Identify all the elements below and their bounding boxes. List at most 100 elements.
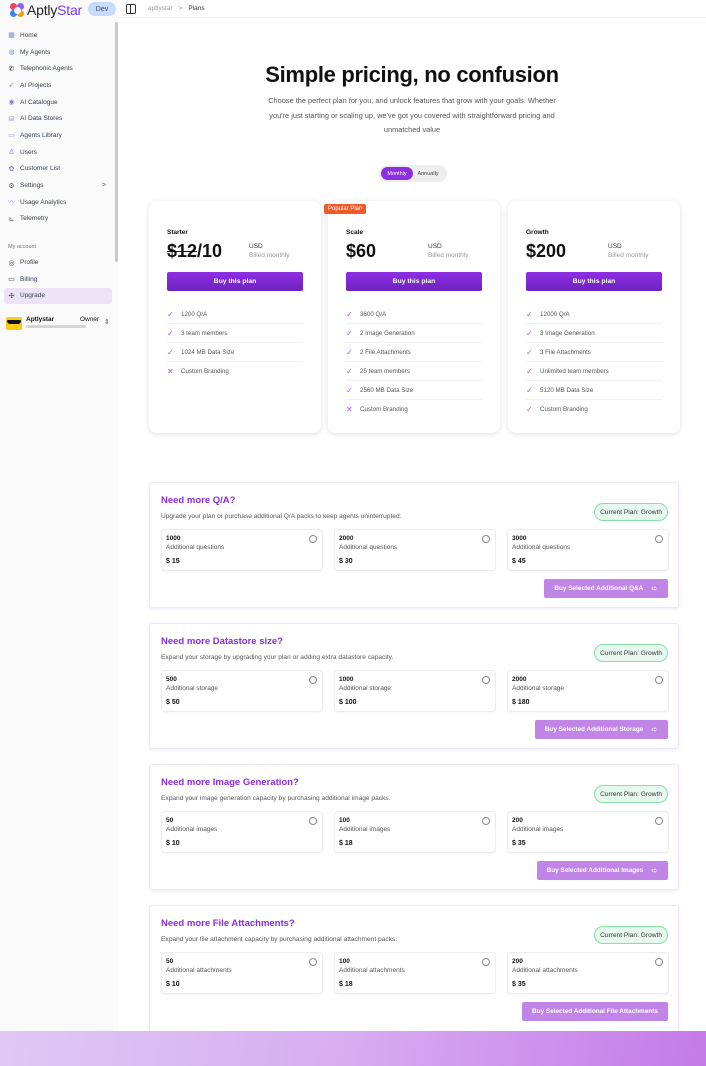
sidebar-item-telephonic-agents[interactable]: ✆ Telephonic Agents bbox=[8, 65, 73, 73]
sidebar-item-profile[interactable]: ◎ Profile bbox=[8, 259, 39, 267]
addon-options: 1000 Additional questions $ 15 2000 Additio… bbox=[161, 529, 669, 571]
buy-plan-button[interactable]: Buy this plan bbox=[167, 272, 303, 291]
sidebar-item-home[interactable]: ▦ Home bbox=[8, 31, 38, 40]
phone-icon: ✆ bbox=[8, 65, 15, 73]
check-icon: ✓ bbox=[526, 405, 533, 414]
sidebar-item-agents-library[interactable]: ▭ Agents Library bbox=[8, 131, 62, 140]
sidebar-item-customer-list[interactable]: ✿ Customer List bbox=[8, 165, 61, 173]
plan-price: $60 bbox=[346, 241, 377, 261]
breadcrumb: aptlystar > Plans bbox=[148, 5, 205, 12]
user-name: Aptlystar bbox=[26, 316, 55, 323]
chevrons-up-down-icon[interactable]: ⇕ bbox=[104, 319, 110, 326]
addon-option[interactable]: 2000 Additional storage $ 180 bbox=[507, 670, 669, 712]
radio-button[interactable] bbox=[655, 676, 663, 684]
addon-option[interactable]: 2000 Additional questions $ 30 bbox=[334, 529, 496, 571]
radio-button[interactable] bbox=[482, 535, 490, 543]
sidebar-item-ai-projects[interactable]: ➶ AI Projects bbox=[8, 81, 52, 90]
check-icon: ✓ bbox=[167, 347, 174, 357]
addon-title: Need more Q/A? bbox=[161, 495, 236, 506]
check-icon: ✓ bbox=[167, 309, 174, 319]
buy-addon-button[interactable]: Buy Selected Additional File Attachments bbox=[522, 1002, 668, 1021]
topbar: aptlystar > Plans bbox=[118, 0, 706, 18]
addon-file-attachments: Need more File Attachments? Expand your … bbox=[149, 905, 679, 1045]
addon-option[interactable]: 1000 Additional storage $ 100 bbox=[334, 670, 496, 712]
addon-description: Upgrade your plan or purchase additional… bbox=[161, 513, 402, 520]
x-icon: ✕ bbox=[167, 367, 174, 376]
brand[interactable]: AptlyStar bbox=[10, 1, 82, 19]
sidebar-item-settings[interactable]: ⚙ Settings > bbox=[8, 182, 106, 190]
buy-plan-button[interactable]: Buy this plan bbox=[526, 272, 662, 291]
check-icon: ✓ bbox=[346, 347, 353, 357]
feature-item: ✓ 25 team members bbox=[346, 362, 482, 381]
plan-name: Growth bbox=[526, 229, 549, 236]
breadcrumb-current: Plans bbox=[188, 5, 205, 12]
sidebar-item-my-agents[interactable]: ◍ My Agents bbox=[8, 48, 51, 57]
toggle-annually[interactable]: Annually bbox=[417, 170, 439, 177]
buy-addon-button[interactable]: Buy Selected Additional Q&A ➪ bbox=[544, 579, 668, 598]
brand-name: AptlyStar bbox=[27, 2, 83, 18]
check-icon: ✓ bbox=[346, 366, 353, 376]
plan-currency: USD bbox=[249, 243, 263, 250]
sidebar-scrollbar[interactable] bbox=[115, 22, 118, 262]
check-icon: ✓ bbox=[526, 366, 533, 376]
addon-title: Need more Image Generation? bbox=[161, 777, 299, 788]
buy-plan-button[interactable]: Buy this plan bbox=[346, 272, 482, 291]
x-icon: ✕ bbox=[346, 405, 353, 414]
radio-button[interactable] bbox=[655, 817, 663, 825]
home-icon: ▦ bbox=[8, 32, 15, 40]
sidebar-toggle-icon[interactable] bbox=[126, 3, 136, 14]
addon-option[interactable]: 200 Additional images $ 35 bbox=[507, 811, 669, 853]
feature-item: ✓ 2560 MB Data Size bbox=[346, 381, 482, 400]
page-title: Simple pricing, no confusion bbox=[265, 62, 559, 87]
feature-item: ✓ 2 File Attachments bbox=[346, 343, 482, 362]
rocket-icon: ➶ bbox=[8, 82, 15, 90]
radio-button[interactable] bbox=[655, 958, 663, 966]
breadcrumb-root[interactable]: aptlystar bbox=[148, 5, 173, 12]
radio-button[interactable] bbox=[309, 535, 317, 543]
sidebar-item-ai-data-stores[interactable]: ⛁ AI Data Stores bbox=[8, 115, 63, 123]
sidebar-item-ai-catalogue[interactable]: ◉ AI Catalogue bbox=[8, 98, 58, 107]
addon-options: 500 Additional storage $ 50 1000 Additional… bbox=[161, 670, 669, 712]
plan-features: ✓ 1200 Q/A ✓ 3 team members ✓ 1024 MB Data … bbox=[167, 305, 303, 381]
radio-button[interactable] bbox=[482, 676, 490, 684]
addon-option[interactable]: 200 Additional attachments $ 35 bbox=[507, 952, 669, 994]
arrow-right-icon: ➪ bbox=[651, 866, 658, 875]
toggle-monthly[interactable]: Monthly bbox=[381, 167, 413, 180]
sidebar-item-billing[interactable]: ▭ Billing bbox=[8, 275, 38, 284]
addon-option[interactable]: 50 Additional attachments $ 10 bbox=[161, 952, 323, 994]
feature-item: ✓ 1200 Q/A bbox=[167, 305, 303, 324]
buy-addon-button[interactable]: Buy Selected Additional Storage ➪ bbox=[534, 720, 668, 739]
addon-option[interactable]: 1000 Additional questions $ 15 bbox=[161, 529, 323, 571]
radio-button[interactable] bbox=[655, 535, 663, 543]
buy-addon-button[interactable]: Buy Selected Additional Images ➪ bbox=[536, 861, 668, 880]
arrow-right-icon: ➪ bbox=[651, 725, 658, 734]
user-switcher[interactable]: Aptlystar Owner ⇕ bbox=[6, 315, 112, 333]
plan-currency: USD bbox=[608, 243, 622, 250]
radio-button[interactable] bbox=[482, 817, 490, 825]
addon-option[interactable]: 100 Additional attachments $ 18 bbox=[334, 952, 496, 994]
sidebar-item-telemetry[interactable]: ⊾ Telemetry bbox=[8, 215, 49, 223]
billing-period-toggle[interactable]: Monthly Annually bbox=[379, 165, 447, 182]
sidebar-item-usage-analytics[interactable]: 〰 Usage Analytics bbox=[8, 198, 67, 207]
user-icon: ♙ bbox=[8, 149, 15, 157]
radio-button[interactable] bbox=[309, 676, 317, 684]
addon-option[interactable]: 3000 Additional questions $ 45 bbox=[507, 529, 669, 571]
gear-icon: ⚙ bbox=[8, 182, 15, 190]
check-icon: ✓ bbox=[346, 328, 353, 338]
addon-option[interactable]: 500 Additional storage $ 50 bbox=[161, 670, 323, 712]
radio-button[interactable] bbox=[309, 817, 317, 825]
sidebar-item-upgrade[interactable]: ✣ Upgrade bbox=[4, 287, 112, 305]
plan-currency: USD bbox=[428, 243, 442, 250]
sidebar-item-users[interactable]: ♙ Users bbox=[8, 148, 37, 157]
feature-item: ✓ 5120 MB Data Size bbox=[526, 381, 662, 400]
addon-option[interactable]: 50 Additional images $ 10 bbox=[161, 811, 323, 853]
page-subtitle: Choose the perfect plan for you, and unl… bbox=[268, 96, 556, 134]
radio-button[interactable] bbox=[482, 958, 490, 966]
plan-name: Scale bbox=[346, 229, 363, 236]
radio-button[interactable] bbox=[309, 958, 317, 966]
feature-item: ✓ Custom Branding bbox=[526, 405, 588, 414]
arrow-right-icon: ➪ bbox=[651, 584, 658, 593]
feature-item: ✓ 2 Image Generation bbox=[346, 324, 482, 343]
addon-option[interactable]: 100 Additional images $ 18 bbox=[334, 811, 496, 853]
env-badge[interactable]: Dev bbox=[88, 2, 116, 16]
